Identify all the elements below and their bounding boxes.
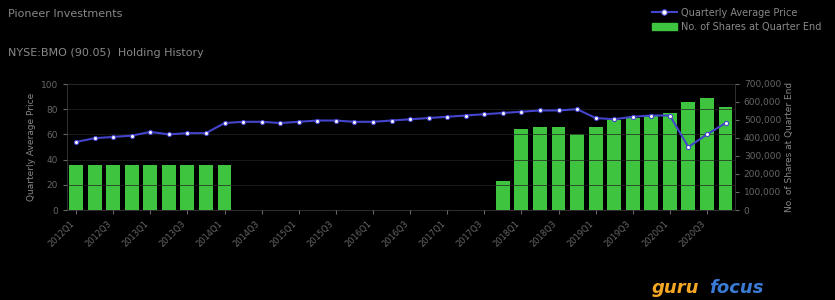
Bar [719,107,732,210]
Bar [162,165,176,210]
Y-axis label: No. of Shares at Quarter End: No. of Shares at Quarter End [785,82,794,212]
Bar [124,165,139,210]
Text: Pioneer Investments: Pioneer Investments [8,9,123,19]
Bar [144,165,157,210]
Bar [533,127,547,210]
Bar [552,127,565,210]
Bar [589,127,603,210]
Bar [700,98,714,210]
Text: guru: guru [651,279,699,297]
Bar [645,115,658,210]
Bar [218,165,231,210]
Bar [514,129,529,210]
Legend: Quarterly Average Price, No. of Shares at Quarter End: Quarterly Average Price, No. of Shares a… [652,8,822,32]
Bar [663,113,677,210]
Bar [570,134,584,210]
Bar [106,165,120,210]
Text: focus: focus [709,279,763,297]
Bar [180,165,195,210]
Text: NYSE:BMO (90.05)  Holding History: NYSE:BMO (90.05) Holding History [8,48,204,58]
Bar [496,181,510,210]
Bar [681,102,696,210]
Bar [69,165,83,210]
Bar [625,118,640,210]
Y-axis label: Quarterly Average Price: Quarterly Average Price [28,93,37,201]
Bar [88,165,102,210]
Bar [607,120,621,210]
Bar [199,165,213,210]
